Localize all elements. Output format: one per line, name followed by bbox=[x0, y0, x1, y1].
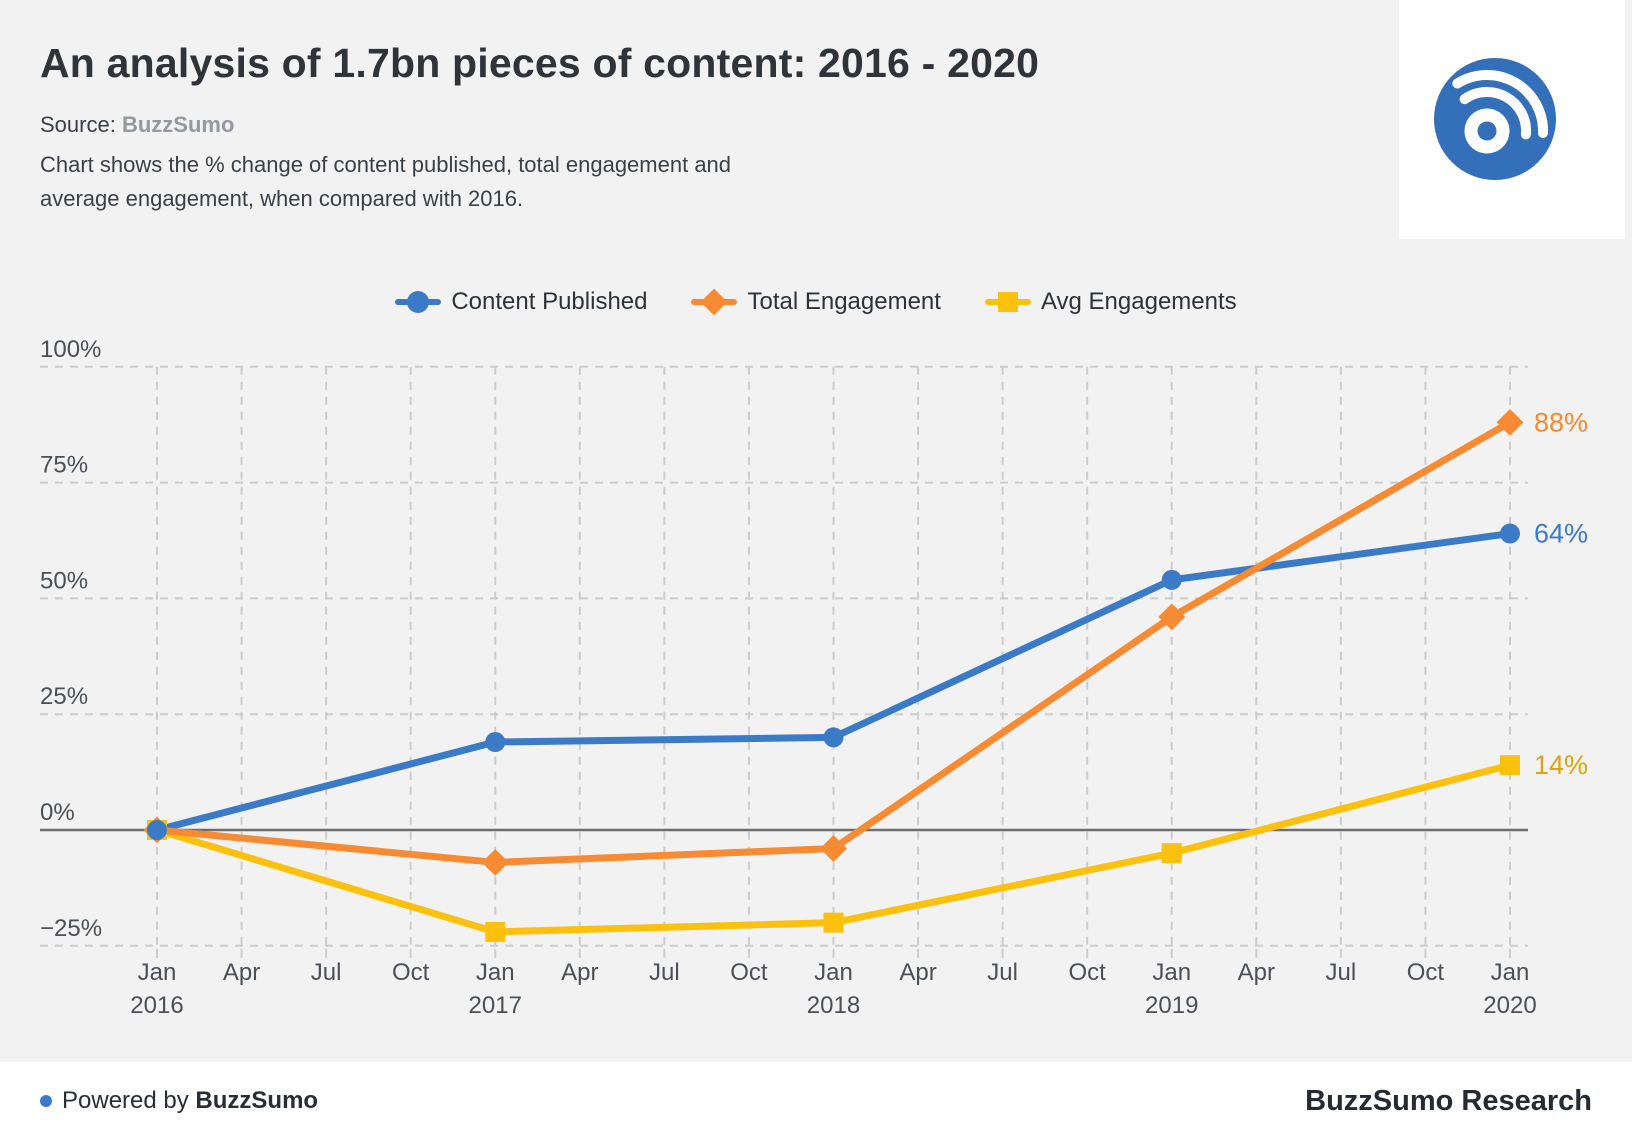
square-marker-icon bbox=[997, 292, 1018, 312]
x-tick-month: Apr bbox=[561, 959, 598, 986]
chart-description-line2: average engagement, when compared with 2… bbox=[40, 186, 524, 211]
marker-square-avg-engagements bbox=[823, 912, 844, 933]
marker-circle-content-published bbox=[1500, 523, 1520, 544]
x-tick-year: 2017 bbox=[469, 992, 522, 1019]
legend-item-content-published: Content Published bbox=[395, 288, 647, 316]
powered-brand: BuzzSumo bbox=[195, 1087, 319, 1114]
x-tick-month: Jul bbox=[649, 959, 680, 986]
x-tick-month: Oct bbox=[1069, 959, 1107, 986]
marker-square-avg-engagements bbox=[485, 921, 506, 942]
x-tick-month: Apr bbox=[1238, 959, 1275, 986]
legend-marker-line bbox=[984, 292, 1031, 312]
x-tick-month: Jan bbox=[1491, 959, 1530, 986]
x-tick-year: 2019 bbox=[1145, 992, 1198, 1019]
buzzsumo-logo-icon bbox=[1434, 58, 1556, 180]
x-tick-month: Jul bbox=[987, 959, 1018, 986]
x-tick-month: Oct bbox=[392, 959, 430, 986]
marker-circle-content-published bbox=[1161, 569, 1182, 590]
series-end-label: 14% bbox=[1534, 750, 1588, 780]
legend-item-avg-engagements: Avg Engagements bbox=[984, 288, 1237, 316]
source-brand: BuzzSumo bbox=[121, 112, 235, 137]
footer-bar: Powered by BuzzSumo BuzzSumo Research bbox=[0, 1062, 1632, 1140]
blue-dot-icon bbox=[40, 1095, 52, 1107]
y-tick-label: −25% bbox=[40, 915, 102, 942]
legend-label: Total Engagement bbox=[747, 288, 941, 315]
y-tick-label: 50% bbox=[40, 567, 88, 594]
y-tick-label: 0% bbox=[40, 799, 75, 826]
x-tick-month: Apr bbox=[223, 959, 260, 986]
legend-marker-line bbox=[395, 291, 442, 313]
chart-legend: Content Published Total Engagement Avg E… bbox=[0, 288, 1632, 316]
powered-prefix: Powered by bbox=[62, 1087, 189, 1114]
legend-label: Avg Engagements bbox=[1040, 288, 1237, 315]
research-credit: BuzzSumo Research bbox=[1305, 1084, 1592, 1117]
x-tick-month: Jan bbox=[138, 959, 177, 986]
x-tick-month: Oct bbox=[1407, 959, 1445, 986]
marker-square-avg-engagements bbox=[1500, 755, 1520, 776]
legend-marker-line bbox=[691, 288, 738, 316]
legend-label: Content Published bbox=[451, 288, 648, 315]
marker-circle-content-published bbox=[823, 727, 844, 748]
x-tick-month: Jan bbox=[1152, 959, 1191, 986]
x-tick-month: Apr bbox=[899, 959, 936, 986]
source-label: Source: bbox=[40, 112, 116, 137]
x-tick-month: Jul bbox=[311, 959, 342, 986]
y-tick-label: 100% bbox=[40, 336, 101, 363]
series-end-label: 88% bbox=[1534, 407, 1588, 437]
x-tick-year: 2018 bbox=[807, 992, 860, 1019]
page-title: An analysis of 1.7bn pieces of content: … bbox=[40, 40, 1040, 86]
circle-marker-icon bbox=[407, 291, 430, 313]
x-tick-month: Jul bbox=[1326, 959, 1357, 986]
source-line: Source: BuzzSumo bbox=[40, 112, 234, 138]
x-tick-year: 2020 bbox=[1483, 992, 1536, 1019]
powered-by: Powered by BuzzSumo bbox=[40, 1062, 318, 1140]
marker-circle-content-published bbox=[147, 820, 167, 840]
y-tick-label: 75% bbox=[40, 452, 88, 479]
chart-description-line1: Chart shows the % change of content publ… bbox=[40, 152, 732, 177]
series-end-label: 64% bbox=[1534, 519, 1588, 549]
legend-item-total-engagement: Total Engagement bbox=[691, 288, 941, 316]
x-tick-month: Jan bbox=[476, 959, 515, 986]
marker-square-avg-engagements bbox=[1161, 843, 1182, 864]
marker-diamond-total-engagement bbox=[481, 848, 509, 876]
y-tick-label: 25% bbox=[40, 683, 88, 710]
buzzsumo-logo-card bbox=[1399, 0, 1625, 239]
x-tick-month: Oct bbox=[730, 959, 768, 986]
chart-description: Chart shows the % change of content publ… bbox=[40, 148, 731, 216]
x-tick-year: 2016 bbox=[130, 992, 183, 1019]
marker-circle-content-published bbox=[485, 731, 506, 752]
x-tick-month: Jan bbox=[814, 959, 853, 986]
